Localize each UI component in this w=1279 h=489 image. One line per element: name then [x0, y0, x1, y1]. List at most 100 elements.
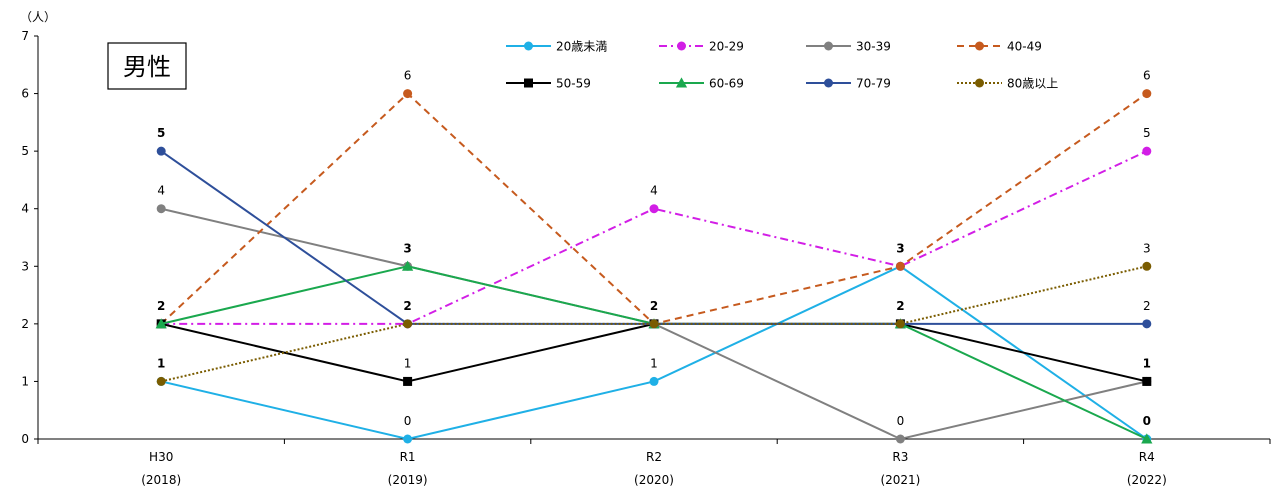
legend-item: 30-39: [806, 40, 891, 54]
data-point: [1142, 89, 1152, 99]
series-80歳以上: [156, 261, 1152, 386]
data-point: [1141, 433, 1153, 444]
data-point: [1142, 146, 1152, 156]
y-tick-label: 6: [21, 87, 29, 101]
x-tick-label: R2: [646, 450, 662, 464]
legend-label: 20歳未満: [556, 40, 607, 54]
data-label: 6: [404, 69, 412, 83]
data-point: [156, 376, 166, 386]
series-line: [160, 265, 1148, 441]
data-label: 5: [1143, 126, 1151, 140]
y-tick-label: 2: [21, 317, 29, 331]
title-box: 男性: [107, 42, 187, 90]
series-50-59: [156, 319, 1152, 386]
data-label: 2: [650, 299, 658, 313]
data-point: [649, 376, 659, 386]
legend-marker: [677, 41, 686, 51]
x-tick-label: R1: [400, 450, 416, 464]
y-tick-label: 5: [21, 144, 29, 158]
data-point: [403, 319, 413, 329]
legend-label: 20-29: [709, 40, 744, 54]
x-tick-label: R4: [1139, 450, 1155, 464]
legend-label: 60-69: [709, 77, 744, 91]
data-point: [403, 434, 413, 444]
series-line: [160, 265, 1148, 440]
data-point: [895, 261, 905, 271]
data-label: 3: [403, 241, 411, 255]
series-line: [160, 265, 1148, 383]
data-point: [403, 89, 413, 99]
y-tick-label: 0: [21, 432, 29, 446]
data-point: [649, 204, 659, 214]
data-point: [156, 146, 166, 156]
data-labels-layer: 5 4 2 1 6 3 2 1 0 4 2 1 3 2 0 6 5 3 2 1 0: [157, 69, 1151, 428]
data-label: 5: [157, 126, 165, 140]
data-label: 1: [1143, 356, 1151, 370]
legend-label: 70-79: [856, 77, 891, 91]
legend-item: 50-59: [506, 77, 591, 91]
title-box-frame: [107, 42, 187, 90]
data-label: 1: [157, 356, 165, 370]
x-tick-label: H30: [149, 450, 173, 464]
legend-item: 40-49: [957, 40, 1042, 54]
title-box-text: 男性: [123, 53, 171, 81]
legend-marker: [675, 77, 688, 88]
data-label: 2: [1143, 299, 1151, 313]
data-point: [1142, 376, 1152, 386]
data-label: 2: [157, 299, 165, 313]
data-point: [649, 319, 659, 329]
data-label: 1: [404, 356, 412, 370]
legend-marker: [975, 78, 984, 88]
legend-label: 80歳以上: [1007, 77, 1058, 91]
series-line: [161, 150, 1148, 325]
legend-marker: [524, 41, 533, 51]
legend-item: 70-79: [806, 77, 891, 91]
y-tick-label: 1: [21, 374, 29, 388]
data-point: [401, 260, 414, 271]
legend-label: 40-49: [1007, 40, 1042, 54]
legend-item: 20-29: [659, 40, 744, 54]
legend-marker: [824, 41, 833, 51]
data-label: 4: [650, 184, 658, 198]
x-tick-label-year: (2020): [634, 473, 674, 487]
data-label: 1: [650, 356, 658, 370]
data-point: [1142, 261, 1152, 271]
series-line: [160, 322, 1148, 383]
data-point: [403, 376, 413, 386]
data-point: [1142, 319, 1152, 329]
data-point: [156, 204, 166, 214]
data-label: 3: [896, 241, 904, 255]
legend-marker: [824, 78, 833, 88]
data-label: 2: [403, 299, 411, 313]
data-label: 2: [896, 299, 904, 313]
x-tick-label: R3: [892, 450, 908, 464]
data-label: 4: [157, 184, 165, 198]
x-tick-label-year: (2019): [388, 473, 428, 487]
legend-item: 80歳以上: [957, 77, 1058, 91]
x-tick-label-year: (2021): [880, 473, 920, 487]
data-label: 0: [1143, 414, 1151, 428]
data-point: [895, 319, 905, 329]
data-point: [155, 318, 167, 329]
x-tick-label-year: (2022): [1127, 473, 1167, 487]
data-label: 3: [1143, 241, 1151, 255]
legend-marker: [524, 78, 533, 88]
axes: 0 1 2 3 4 5 6 7 H30 (2018) R1 (2019) R2 (2020) R3 (2021…: [21, 29, 1271, 487]
legend-item: 60-69: [659, 77, 744, 91]
unit-label: （人）: [20, 10, 56, 24]
y-tick-label: 4: [21, 202, 29, 216]
data-label: 6: [1143, 69, 1151, 83]
y-tick-label: 3: [21, 259, 29, 273]
data-point: [895, 434, 905, 444]
data-label: 0: [404, 414, 412, 428]
data-label: 0: [897, 414, 905, 428]
y-tick-label: 7: [21, 29, 29, 43]
x-tick-label-year: (2018): [141, 473, 181, 487]
series-layer: [155, 89, 1153, 444]
legend-label: 50-59: [556, 77, 591, 91]
legend: 20歳未満 20-29 30-39 40-49 50-59 60-69 70-79 80歳以上: [506, 40, 1058, 91]
legend-label: 30-39: [856, 40, 891, 54]
legend-marker: [975, 41, 984, 51]
legend-item: 20歳未満: [506, 40, 607, 54]
